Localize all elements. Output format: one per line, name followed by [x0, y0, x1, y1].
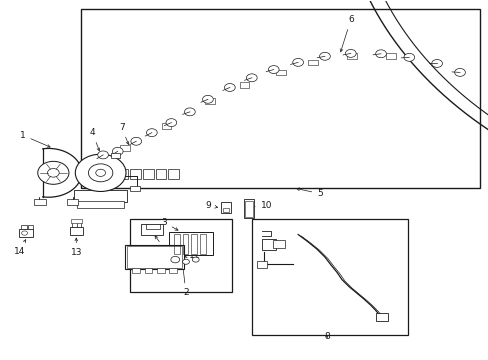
- Bar: [125, 244, 183, 269]
- Bar: [385, 53, 395, 59]
- Bar: [120, 145, 130, 150]
- Bar: [34, 199, 45, 205]
- Text: 5: 5: [296, 188, 322, 198]
- Text: 14: 14: [14, 240, 26, 256]
- Circle shape: [192, 257, 199, 262]
- Bar: [375, 314, 387, 320]
- Bar: [200, 234, 205, 253]
- Text: 13: 13: [70, 238, 82, 257]
- Bar: [19, 229, 33, 237]
- Bar: [244, 201, 252, 217]
- Bar: [222, 208, 229, 212]
- Text: 4: 4: [89, 128, 100, 151]
- Circle shape: [375, 50, 386, 58]
- Bar: [276, 69, 285, 75]
- Bar: [77, 201, 123, 208]
- Bar: [243, 199, 254, 218]
- Bar: [81, 9, 479, 188]
- Text: 10: 10: [246, 201, 272, 210]
- Circle shape: [98, 151, 108, 159]
- Bar: [205, 98, 215, 104]
- Bar: [132, 268, 140, 273]
- Bar: [130, 220, 232, 292]
- Circle shape: [131, 137, 142, 145]
- Text: 3: 3: [161, 218, 178, 230]
- Bar: [70, 226, 82, 234]
- Text: 6: 6: [340, 15, 353, 52]
- Circle shape: [165, 119, 176, 127]
- Circle shape: [38, 161, 69, 184]
- Circle shape: [182, 259, 189, 264]
- Text: 7: 7: [119, 123, 128, 144]
- Bar: [239, 82, 249, 88]
- Bar: [20, 225, 26, 229]
- Circle shape: [319, 52, 330, 60]
- Bar: [127, 246, 181, 267]
- Bar: [143, 168, 154, 179]
- Bar: [307, 59, 317, 65]
- Bar: [157, 268, 164, 273]
- Bar: [118, 168, 128, 179]
- Circle shape: [403, 53, 414, 61]
- Bar: [71, 220, 82, 223]
- Circle shape: [292, 58, 303, 66]
- Text: 8: 8: [324, 332, 329, 341]
- Bar: [256, 261, 267, 268]
- Bar: [168, 168, 179, 179]
- Bar: [191, 234, 197, 253]
- Bar: [251, 220, 407, 335]
- Bar: [74, 190, 127, 202]
- Circle shape: [224, 84, 235, 91]
- Bar: [79, 172, 87, 178]
- Bar: [221, 202, 230, 213]
- Circle shape: [88, 164, 113, 182]
- Bar: [144, 268, 152, 273]
- Circle shape: [268, 66, 279, 73]
- Circle shape: [75, 154, 126, 192]
- Bar: [272, 240, 285, 248]
- Bar: [346, 53, 356, 59]
- Bar: [92, 168, 103, 179]
- Circle shape: [170, 256, 179, 263]
- Bar: [156, 168, 166, 179]
- Text: 9: 9: [204, 201, 217, 210]
- Circle shape: [112, 147, 123, 155]
- Bar: [168, 232, 212, 255]
- Bar: [168, 268, 176, 273]
- Text: 11: 11: [184, 251, 200, 260]
- Circle shape: [202, 95, 213, 103]
- Circle shape: [146, 129, 157, 136]
- Bar: [86, 166, 95, 174]
- Text: 2: 2: [181, 263, 188, 297]
- Circle shape: [96, 169, 105, 176]
- Bar: [111, 153, 120, 158]
- Text: 1: 1: [20, 131, 50, 147]
- Circle shape: [431, 59, 442, 67]
- Circle shape: [246, 74, 257, 82]
- Bar: [28, 225, 33, 229]
- Bar: [105, 168, 116, 179]
- Circle shape: [47, 168, 59, 177]
- Bar: [130, 168, 141, 179]
- Circle shape: [345, 49, 355, 57]
- Circle shape: [184, 108, 195, 116]
- Bar: [141, 224, 162, 235]
- Bar: [130, 186, 140, 192]
- Bar: [182, 234, 188, 253]
- Bar: [261, 239, 276, 250]
- Text: 12: 12: [155, 236, 172, 256]
- Bar: [173, 234, 179, 253]
- Bar: [161, 123, 171, 129]
- Circle shape: [454, 68, 465, 76]
- Bar: [67, 199, 78, 205]
